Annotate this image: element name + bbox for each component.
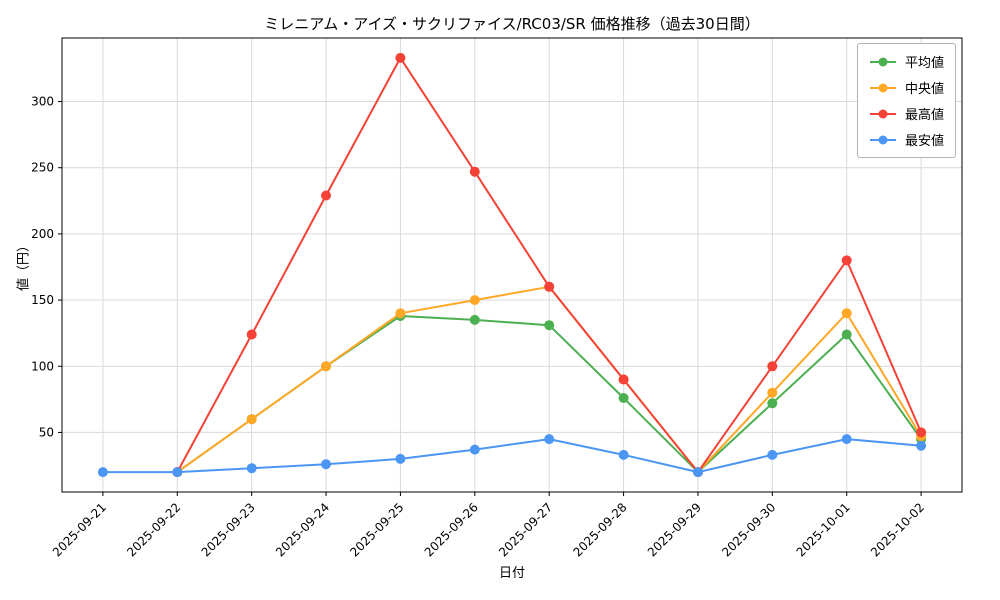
series-marker-median — [395, 308, 406, 319]
series-marker-min — [246, 463, 257, 474]
series-marker-median — [469, 295, 480, 306]
series-marker-min — [767, 449, 778, 460]
series-marker-max — [618, 374, 629, 385]
y-tick-label: 150 — [31, 293, 54, 307]
series-marker-min — [916, 440, 927, 451]
series-marker-min — [544, 434, 555, 445]
x-tick-label: 2025-09-29 — [645, 500, 704, 559]
legend-label-average: 平均値 — [904, 56, 944, 71]
legend: 平均値中央値最高値最安値 — [856, 43, 956, 158]
series-marker-max — [395, 52, 406, 63]
series-marker-max — [321, 190, 331, 201]
x-tick-label: 2025-09-23 — [199, 500, 258, 559]
x-tick-label: 2025-09-26 — [422, 500, 481, 559]
legend-label-median: 中央値 — [904, 82, 944, 97]
y-tick-label: 50 — [39, 425, 54, 439]
series-line-min — [101, 438, 923, 474]
legend-swatch-max — [869, 109, 896, 118]
series-marker-max — [841, 255, 852, 266]
x-tick-label: 2025-10-02 — [868, 500, 927, 559]
legend-swatch-median — [869, 83, 896, 92]
series-marker-min — [469, 444, 480, 455]
legend-swatch-min — [869, 135, 896, 144]
series-marker-median — [246, 414, 257, 425]
chart-title: ミレニアム・アイズ・サクリファイス/RC03/SR 価格推移（過去30日間） — [264, 15, 760, 33]
series-marker-max — [469, 166, 480, 177]
y-tick-label: 250 — [31, 161, 54, 175]
legend-item-median: 中央値 — [869, 78, 944, 97]
series-marker-max — [767, 361, 778, 372]
series-marker-max — [246, 329, 257, 340]
series-marker-min — [321, 459, 331, 470]
series-marker-average — [841, 329, 852, 340]
x-tick-label: 2025-09-30 — [719, 500, 778, 559]
series-marker-min — [395, 453, 406, 464]
series-marker-min — [172, 467, 183, 478]
series-marker-average — [767, 398, 778, 409]
y-axis-label: 値（円） — [16, 238, 32, 292]
y-tick-label: 200 — [31, 227, 54, 241]
series-marker-max — [916, 427, 927, 438]
series-marker-median — [841, 308, 852, 319]
legend-item-max: 最高値 — [869, 104, 944, 123]
x-tick-label: 2025-09-27 — [496, 500, 555, 559]
x-axis-label: 日付 — [498, 566, 525, 581]
x-tick-label: 2025-09-24 — [273, 500, 332, 559]
series-marker-min — [693, 467, 703, 478]
series-marker-min — [618, 449, 629, 460]
legend-item-min: 最安値 — [869, 130, 944, 149]
legend-label-min: 最安値 — [904, 134, 944, 149]
legend-label-max: 最高値 — [904, 108, 944, 123]
series-marker-average — [544, 320, 555, 331]
x-tick-label: 2025-10-01 — [794, 500, 853, 559]
series-marker-average — [469, 314, 480, 325]
legend-swatch-average — [869, 57, 896, 66]
series-marker-max — [544, 281, 555, 292]
x-tick-label: 2025-09-21 — [50, 500, 109, 559]
series-marker-min — [841, 434, 852, 445]
plot-border — [61, 37, 963, 493]
series-marker-median — [767, 387, 778, 398]
x-tick-label: 2025-09-25 — [347, 500, 406, 559]
y-tick-label: 300 — [31, 95, 54, 109]
x-tick-label: 2025-09-22 — [124, 500, 183, 559]
series-marker-median — [321, 361, 331, 372]
y-tick-label: 100 — [31, 359, 54, 373]
x-tick-label: 2025-09-28 — [570, 500, 629, 559]
series-marker-average — [618, 393, 629, 403]
series-marker-min — [97, 467, 108, 478]
legend-item-average: 平均値 — [869, 52, 944, 71]
